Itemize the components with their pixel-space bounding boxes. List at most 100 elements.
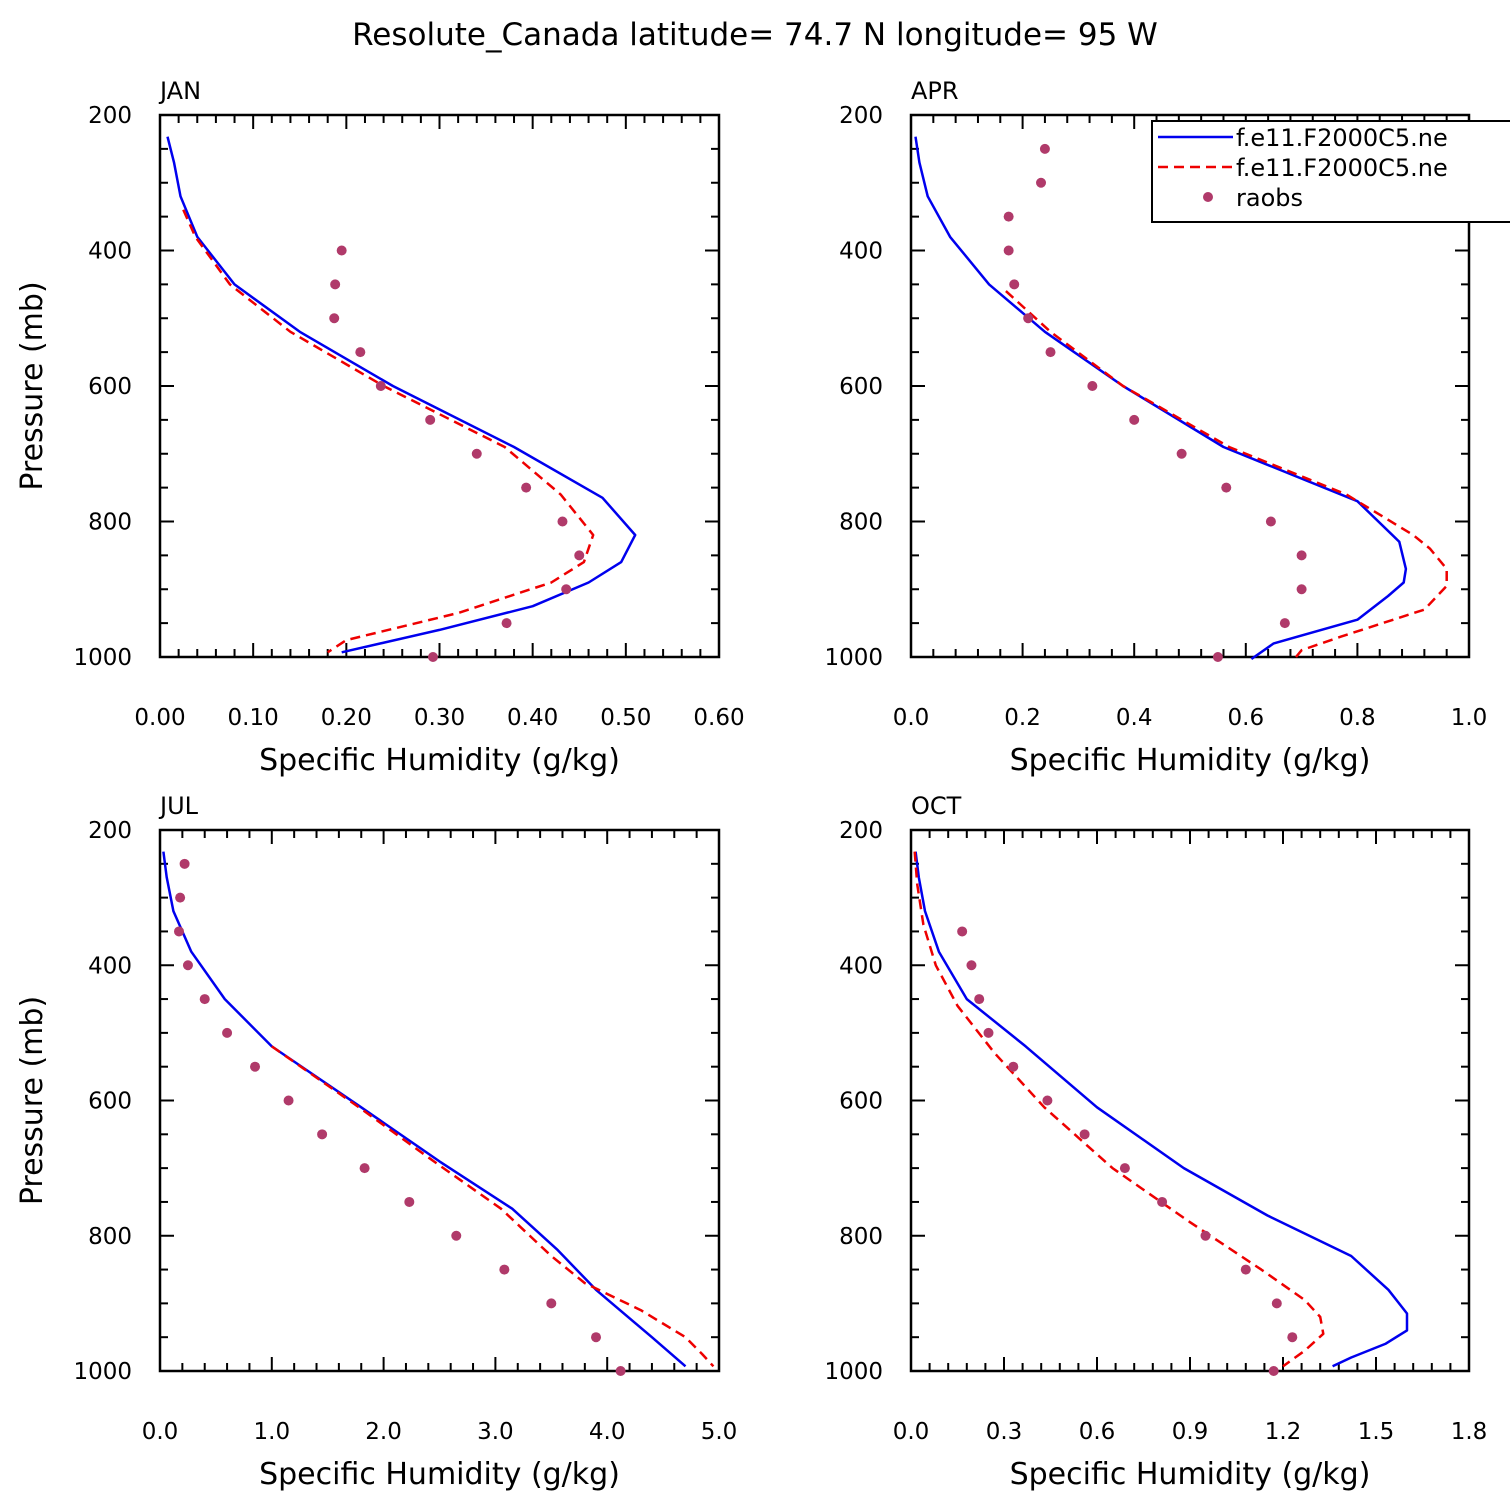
y-tick-label: 1000 (824, 1359, 883, 1385)
data-point (501, 618, 512, 629)
series-raobs (957, 926, 1298, 1376)
y-tick-label: 400 (88, 239, 132, 265)
series-line-dashed (1005, 290, 1448, 658)
x-tick-label: 1.8 (1451, 1419, 1488, 1445)
y-tick-label: 1000 (73, 645, 132, 671)
x-tick-label: 0.30 (414, 705, 465, 731)
y-tick-label: 1000 (73, 1359, 132, 1385)
data-point (1009, 279, 1020, 290)
x-tick-label: 0.0 (893, 705, 930, 731)
y-tick-label: 800 (839, 510, 883, 536)
y-tick-label: 600 (839, 374, 883, 400)
data-point (1079, 1129, 1090, 1140)
y-tick-label: 200 (88, 103, 132, 129)
data-point (1045, 347, 1056, 358)
panel-apr: 200 400 600 800 1000 0.0 0.2 0.4 0.6 0.8 1.0 APR Spe… (824, 77, 1487, 778)
series-raobs (329, 245, 585, 662)
x-tick-label: 5.0 (701, 1419, 738, 1445)
data-point (1119, 1163, 1130, 1174)
y-tick-label: 400 (88, 953, 132, 979)
x-tick-label: 0.50 (600, 705, 651, 731)
y-axis-label: Pressure (mb) (15, 281, 50, 490)
data-point (174, 926, 185, 937)
data-point (175, 892, 186, 903)
data-point (1287, 1332, 1298, 1343)
x-tick-label: 0.60 (693, 705, 744, 731)
data-point (1003, 211, 1014, 222)
panels: 200 400 600 800 1000 0.00 0.10 0.20 0.30 0.40 0.50… (15, 77, 1487, 1492)
panel-jan: 200 400 600 800 1000 0.00 0.10 0.20 0.30 0.40 0.50… (15, 77, 745, 778)
data-point (1129, 414, 1140, 425)
data-point (1042, 1095, 1053, 1106)
data-point (561, 584, 572, 595)
panel-title: OCT (911, 792, 962, 820)
legend-label: f.e11.F2000C5.ne (1236, 154, 1448, 182)
data-point (591, 1332, 602, 1343)
legend-label: raobs (1236, 184, 1303, 212)
y-tick-label: 600 (88, 374, 132, 400)
series-line-solid (162, 851, 687, 1368)
data-point (1271, 1298, 1282, 1309)
data-point (1212, 652, 1223, 662)
panel-jul: 200 400 600 800 1000 0.0 1.0 2.0 3.0 4.0 5.0 JUL Spe… (15, 792, 737, 1492)
series-raobs (1003, 143, 1307, 662)
data-point (283, 1095, 294, 1106)
data-point (1008, 1061, 1019, 1072)
y-tick-label: 200 (88, 818, 132, 844)
x-tick-label: 0.8 (1339, 705, 1376, 731)
panel-title: JUL (158, 792, 199, 820)
series-line-solid (914, 136, 1408, 661)
x-tick-label: 1.5 (1358, 1419, 1395, 1445)
data-point (182, 960, 193, 971)
x-tick-label: 1.2 (1265, 1419, 1302, 1445)
x-tick-label: 4.0 (589, 1419, 626, 1445)
data-point (250, 1061, 261, 1072)
x-axis-label: Specific Humidity (g/kg) (1010, 743, 1371, 778)
data-point (1265, 516, 1276, 527)
x-axis-label: Specific Humidity (g/kg) (259, 743, 620, 778)
data-point (330, 279, 341, 290)
x-axis-label: Specific Humidity (g/kg) (259, 1457, 620, 1492)
data-point (1221, 482, 1232, 493)
x-tick-label: 0.6 (1079, 1419, 1116, 1445)
legend-entry: f.e11.F2000C5.ne (1158, 154, 1448, 182)
x-tick-label: 1.0 (254, 1419, 291, 1445)
data-point (521, 482, 532, 493)
data-point (451, 1230, 462, 1241)
panel-title: JAN (158, 77, 201, 105)
x-tick-label: 3.0 (477, 1419, 514, 1445)
x-tick-label: 0.0 (142, 1419, 179, 1445)
y-tick-label: 400 (839, 953, 883, 979)
y-tick-label: 1000 (824, 645, 883, 671)
data-point (1087, 381, 1098, 391)
data-point (222, 1027, 233, 1038)
data-point (574, 550, 585, 561)
series-line-dashed (182, 209, 595, 654)
plot-frame (909, 828, 1471, 1373)
data-point (957, 926, 968, 937)
data-point (1296, 550, 1307, 561)
series-line-dashed (271, 1045, 715, 1368)
plot-frame (158, 113, 721, 659)
data-point (499, 1264, 510, 1275)
data-point (1003, 245, 1014, 256)
data-point (404, 1196, 415, 1207)
x-tick-label: 0.9 (1172, 1419, 1209, 1445)
data-point (471, 448, 482, 459)
data-point (317, 1129, 328, 1140)
x-tick-label: 0.00 (134, 705, 185, 731)
x-tick-label: 2.0 (365, 1419, 402, 1445)
series-raobs (174, 858, 626, 1376)
data-point (329, 313, 340, 324)
x-tick-label: 0.10 (228, 705, 279, 731)
y-tick-label: 400 (839, 239, 883, 265)
data-point (1279, 618, 1290, 629)
data-point (1176, 448, 1187, 459)
legend-entry: f.e11.F2000C5.ne (1158, 124, 1448, 152)
x-tick-label: 0.6 (1228, 705, 1265, 731)
legend-label: f.e11.F2000C5.ne (1236, 124, 1448, 152)
data-point (425, 414, 436, 425)
data-point (179, 858, 190, 869)
data-point (427, 652, 438, 662)
